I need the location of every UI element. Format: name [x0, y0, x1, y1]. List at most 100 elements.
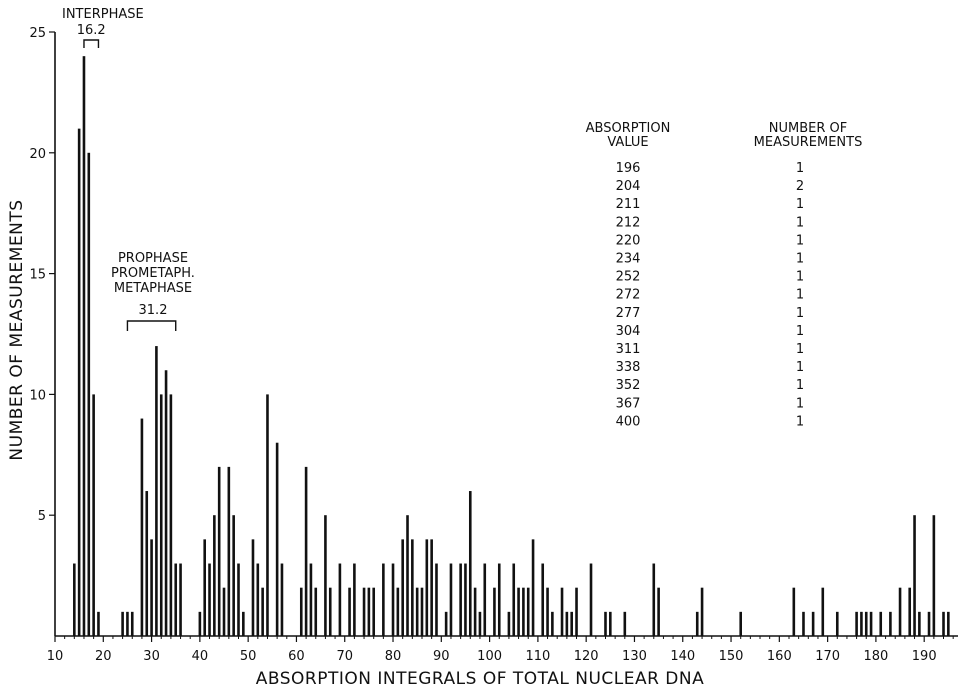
bar: [324, 515, 327, 636]
bar: [372, 587, 376, 636]
bar: [821, 587, 825, 636]
interphase-value: 16.2: [77, 23, 106, 38]
interphase-bracket: [83, 39, 100, 48]
bar: [411, 539, 414, 636]
table-cell-value: 211: [616, 197, 641, 212]
table-header-value: ABSORPTION: [586, 121, 671, 136]
table-cell-value: 220: [616, 233, 641, 248]
prometaphase-label: PROMETAPH.: [111, 266, 195, 281]
bar: [913, 515, 916, 636]
table-cell-count: 1: [796, 197, 804, 212]
bar: [198, 611, 202, 636]
bar: [159, 394, 163, 636]
bar: [942, 611, 945, 636]
bar: [604, 611, 607, 636]
bar: [739, 611, 742, 636]
bar: [908, 587, 912, 636]
table-cell-count: 1: [796, 161, 804, 176]
bar: [415, 587, 419, 636]
x-tick-label: 10: [47, 649, 64, 664]
y-tick-label: 10: [29, 388, 46, 403]
table-cell-value: 252: [616, 270, 641, 285]
table-header-count: NUMBER OF: [769, 121, 847, 136]
bar: [589, 563, 593, 636]
prophase-label: PROPHASE: [118, 251, 188, 266]
table-header-value: VALUE: [607, 135, 648, 150]
table-cell-value: 272: [616, 288, 641, 303]
bar: [227, 466, 231, 636]
x-tick-label: 80: [385, 649, 402, 664]
bar: [155, 346, 158, 636]
bar: [222, 587, 226, 636]
bar: [435, 563, 438, 636]
table-cell-count: 2: [796, 179, 804, 194]
bar: [299, 587, 303, 636]
bar: [473, 587, 477, 636]
table-cell-count: 1: [796, 378, 804, 393]
bar: [565, 611, 569, 636]
bar: [444, 611, 448, 636]
bar: [406, 515, 409, 636]
x-tick-label: 190: [912, 649, 937, 664]
bar: [256, 563, 260, 636]
table-cell-value: 367: [616, 396, 641, 411]
bar: [382, 563, 385, 636]
bar: [449, 563, 453, 636]
bar: [546, 587, 549, 636]
bar: [87, 152, 91, 637]
x-tick-label: 40: [192, 649, 209, 664]
bar: [367, 587, 371, 636]
x-tick-label: 50: [240, 649, 257, 664]
bar: [208, 563, 211, 636]
x-tick-label: 70: [336, 649, 353, 664]
bar: [391, 563, 395, 636]
bar: [353, 563, 356, 636]
bar: [362, 587, 366, 636]
bar: [179, 563, 182, 636]
bar: [309, 563, 313, 636]
table-cell-count: 1: [796, 342, 804, 357]
bar: [657, 587, 660, 636]
x-tick-label: 60: [288, 649, 305, 664]
table-cell-count: 1: [796, 396, 804, 411]
bar: [275, 442, 279, 636]
table-cell-value: 352: [616, 378, 641, 393]
bar: [232, 515, 235, 636]
table-cell-count: 1: [796, 324, 804, 339]
table-cell-count: 1: [796, 252, 804, 267]
bar: [77, 128, 81, 636]
table-cell-value: 234: [616, 252, 641, 267]
bar: [927, 611, 931, 636]
x-tick-label: 150: [719, 649, 744, 664]
table-cell-value: 204: [616, 179, 641, 194]
metaphase-label: METAPHASE: [114, 281, 192, 296]
table-cell-count: 1: [796, 288, 804, 303]
bar: [700, 587, 704, 636]
mitosis-value: 31.2: [139, 303, 168, 318]
y-tick-label: 20: [29, 147, 46, 162]
bar: [468, 491, 472, 636]
y-tick-label: 15: [29, 268, 46, 283]
bar: [918, 611, 921, 636]
bar: [879, 611, 883, 636]
x-tick-label: 120: [574, 649, 599, 664]
y-tick-label: 25: [29, 26, 46, 41]
bar: [464, 563, 467, 636]
bar: [792, 587, 796, 636]
bar: [609, 611, 612, 636]
table-cell-count: 1: [796, 306, 804, 321]
bar: [497, 563, 501, 636]
bar: [802, 611, 805, 636]
x-tick-label: 100: [477, 649, 502, 664]
x-tick-label: 110: [525, 649, 550, 664]
table-cell-value: 311: [616, 342, 641, 357]
bar: [811, 611, 815, 636]
axes-group: 10 20 30 40 50 60 70 80 90 100 110 120 130 140 150 160 1…: [29, 26, 958, 664]
bar: [947, 611, 950, 636]
bar: [652, 563, 656, 636]
bar: [531, 539, 535, 636]
bar: [522, 587, 525, 636]
bar: [338, 563, 342, 636]
